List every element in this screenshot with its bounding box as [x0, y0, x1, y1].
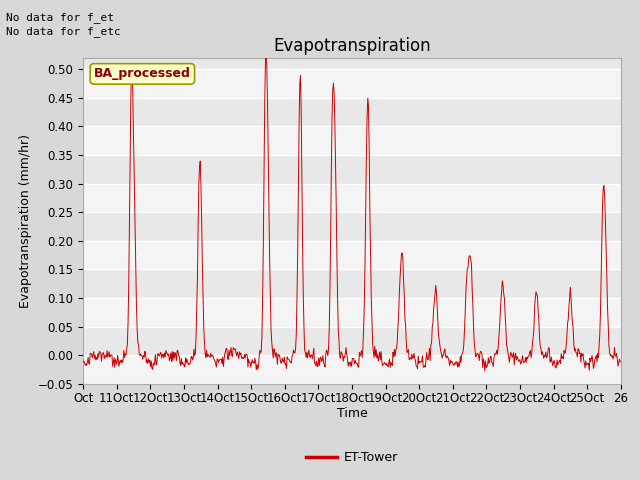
Bar — [83, 241, 621, 269]
Bar — [83, 298, 621, 327]
Title: Evapotranspiration: Evapotranspiration — [273, 36, 431, 55]
Y-axis label: Evapotranspiration (mm/hr): Evapotranspiration (mm/hr) — [19, 134, 32, 308]
Text: No data for f_etc: No data for f_etc — [6, 26, 121, 37]
Text: BA_processed: BA_processed — [94, 67, 191, 80]
Text: No data for f_et: No data for f_et — [6, 12, 115, 23]
Bar — [83, 126, 621, 155]
Bar — [83, 69, 621, 98]
X-axis label: Time: Time — [337, 408, 367, 420]
Bar — [83, 183, 621, 212]
Bar — [83, 355, 621, 384]
Legend: ET-Tower: ET-Tower — [301, 446, 403, 469]
